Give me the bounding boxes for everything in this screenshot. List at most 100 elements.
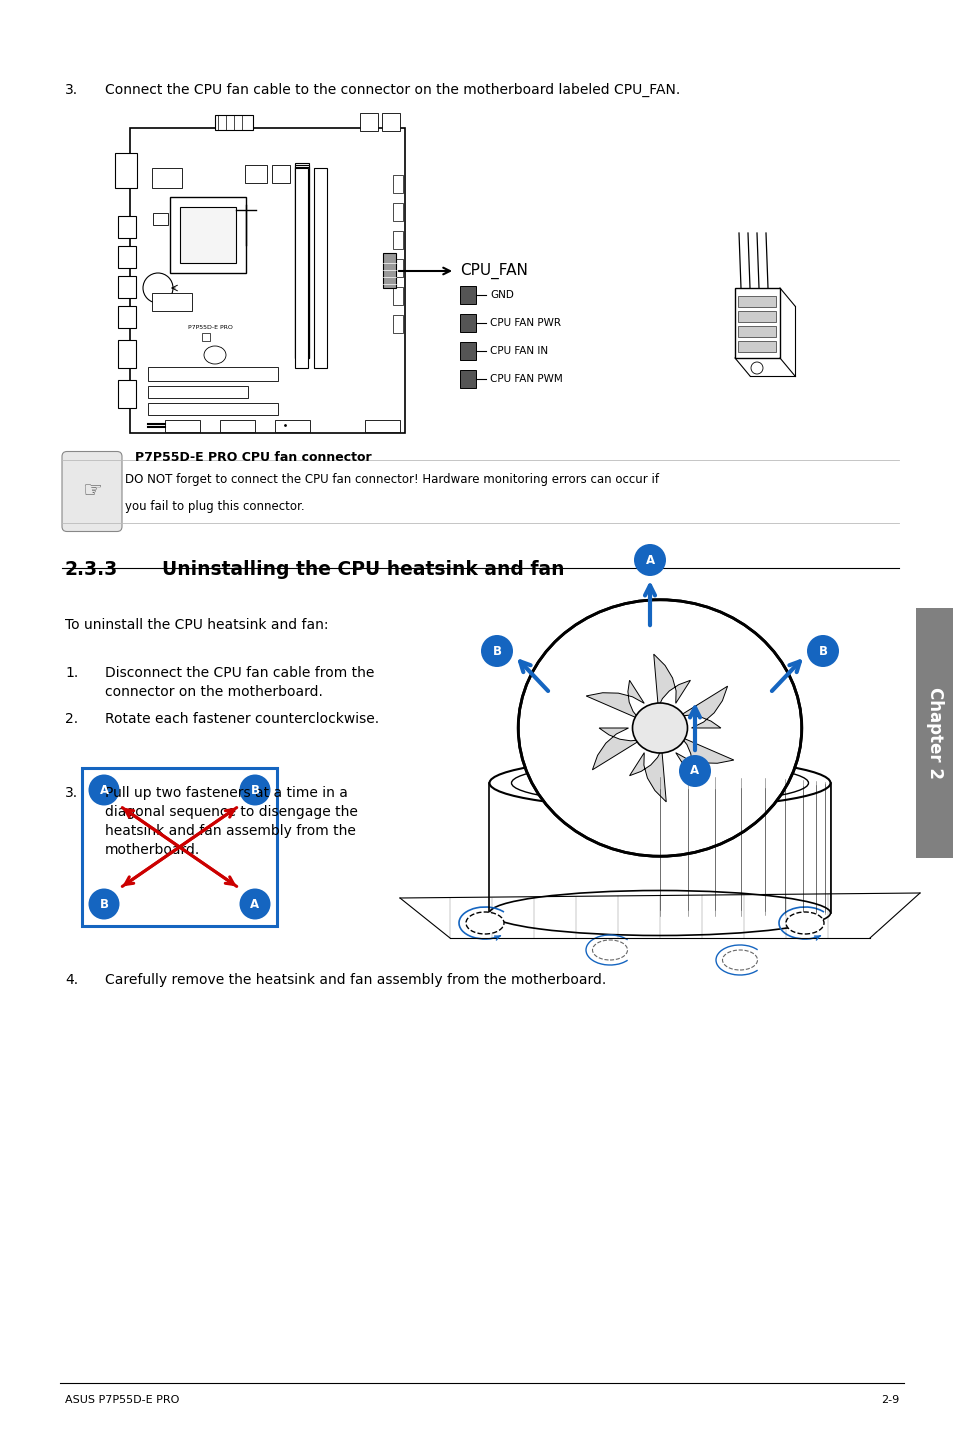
Bar	[365, 420, 399, 431]
Bar	[170, 197, 246, 273]
Bar	[915, 608, 953, 858]
Text: 3.: 3.	[65, 787, 78, 800]
Bar	[274, 420, 310, 431]
Bar	[148, 403, 277, 416]
Text: A: A	[251, 897, 259, 910]
Text: A: A	[645, 554, 654, 567]
Bar	[130, 128, 405, 433]
Bar	[738, 341, 775, 352]
Bar	[459, 286, 476, 303]
Circle shape	[89, 889, 119, 919]
Text: 4.: 4.	[65, 974, 78, 986]
Text: 3.: 3.	[65, 83, 78, 96]
Text: Carefully remove the heatsink and fan assembly from the motherboard.: Carefully remove the heatsink and fan as…	[105, 974, 605, 986]
Text: Uninstalling the CPU heatsink and fan: Uninstalling the CPU heatsink and fan	[162, 559, 564, 580]
Text: you fail to plug this connector.: you fail to plug this connector.	[125, 500, 304, 513]
Bar	[82, 768, 276, 926]
Polygon shape	[629, 749, 665, 802]
Bar	[272, 165, 290, 183]
Polygon shape	[592, 728, 640, 769]
Text: CPU FAN IN: CPU FAN IN	[490, 347, 548, 357]
Bar	[118, 306, 136, 328]
Polygon shape	[675, 738, 733, 775]
Bar	[381, 114, 399, 131]
Circle shape	[806, 636, 838, 667]
Text: 2.3.3: 2.3.3	[65, 559, 118, 580]
Polygon shape	[653, 654, 690, 707]
Bar	[359, 114, 377, 131]
Bar	[118, 276, 136, 298]
Text: Chapter 2: Chapter 2	[925, 687, 943, 779]
Ellipse shape	[592, 940, 627, 961]
Text: B: B	[818, 644, 826, 657]
Bar	[294, 167, 309, 358]
Bar	[152, 168, 182, 188]
Text: 1.: 1.	[65, 666, 78, 680]
Text: A: A	[690, 765, 699, 778]
Bar	[393, 288, 402, 305]
Bar	[459, 370, 476, 388]
Bar	[393, 175, 402, 193]
Bar	[152, 293, 192, 311]
Polygon shape	[679, 686, 727, 728]
Bar	[118, 339, 136, 368]
Bar	[165, 420, 200, 431]
Bar	[459, 342, 476, 360]
Text: ASUS P7P55D-E PRO: ASUS P7P55D-E PRO	[65, 1395, 179, 1405]
Text: To uninstall the CPU heatsink and fan:: To uninstall the CPU heatsink and fan:	[65, 618, 328, 631]
Text: DO NOT forget to connect the CPU fan connector! Hardware monitoring errors can o: DO NOT forget to connect the CPU fan con…	[125, 473, 659, 486]
Text: B: B	[251, 784, 259, 797]
Text: Disconnect the CPU fan cable from the
connector on the motherboard.: Disconnect the CPU fan cable from the co…	[105, 666, 374, 699]
Polygon shape	[585, 680, 643, 719]
Bar	[220, 420, 254, 431]
Circle shape	[239, 775, 271, 805]
Bar	[118, 216, 136, 239]
Text: CPU FAN PWR: CPU FAN PWR	[490, 318, 560, 328]
Text: P7P55D-E PRO: P7P55D-E PRO	[188, 325, 233, 331]
Bar	[152, 213, 168, 224]
Ellipse shape	[204, 347, 226, 364]
Bar	[148, 367, 277, 381]
Bar	[738, 296, 775, 306]
Bar	[459, 313, 476, 332]
Ellipse shape	[489, 890, 830, 936]
Text: B: B	[99, 897, 109, 910]
Text: Connect the CPU fan cable to the connector on the motherboard labeled CPU_FAN.: Connect the CPU fan cable to the connect…	[105, 83, 679, 98]
Circle shape	[89, 775, 119, 805]
Ellipse shape	[632, 703, 687, 754]
Ellipse shape	[511, 762, 807, 804]
Circle shape	[750, 362, 762, 374]
Text: GND: GND	[490, 290, 514, 301]
Bar	[393, 232, 402, 249]
Bar	[738, 311, 775, 322]
Bar	[734, 288, 780, 358]
Text: P7P55D-E PRO CPU fan connector: P7P55D-E PRO CPU fan connector	[135, 452, 372, 464]
Bar	[393, 203, 402, 221]
Ellipse shape	[465, 912, 503, 935]
Text: CPU_FAN: CPU_FAN	[459, 263, 527, 279]
Circle shape	[679, 755, 710, 787]
Bar	[118, 246, 136, 267]
Text: Rotate each fastener counterclockwise.: Rotate each fastener counterclockwise.	[105, 712, 378, 726]
Bar	[294, 162, 309, 358]
FancyBboxPatch shape	[62, 452, 122, 532]
Text: CPU FAN PWM: CPU FAN PWM	[490, 374, 562, 384]
Bar	[148, 385, 248, 398]
Bar	[115, 152, 137, 188]
Text: A: A	[99, 784, 109, 797]
Ellipse shape	[489, 758, 830, 808]
Text: ☞: ☞	[82, 482, 102, 502]
Bar	[118, 380, 136, 408]
Circle shape	[480, 636, 513, 667]
Circle shape	[634, 544, 665, 577]
Bar	[393, 259, 402, 278]
Bar	[738, 326, 775, 336]
Circle shape	[143, 273, 172, 303]
Bar	[180, 207, 235, 263]
Bar	[382, 253, 395, 288]
Bar	[294, 165, 309, 358]
Text: B: B	[492, 644, 501, 657]
Ellipse shape	[785, 912, 823, 935]
Bar	[202, 334, 210, 341]
Ellipse shape	[517, 600, 801, 856]
